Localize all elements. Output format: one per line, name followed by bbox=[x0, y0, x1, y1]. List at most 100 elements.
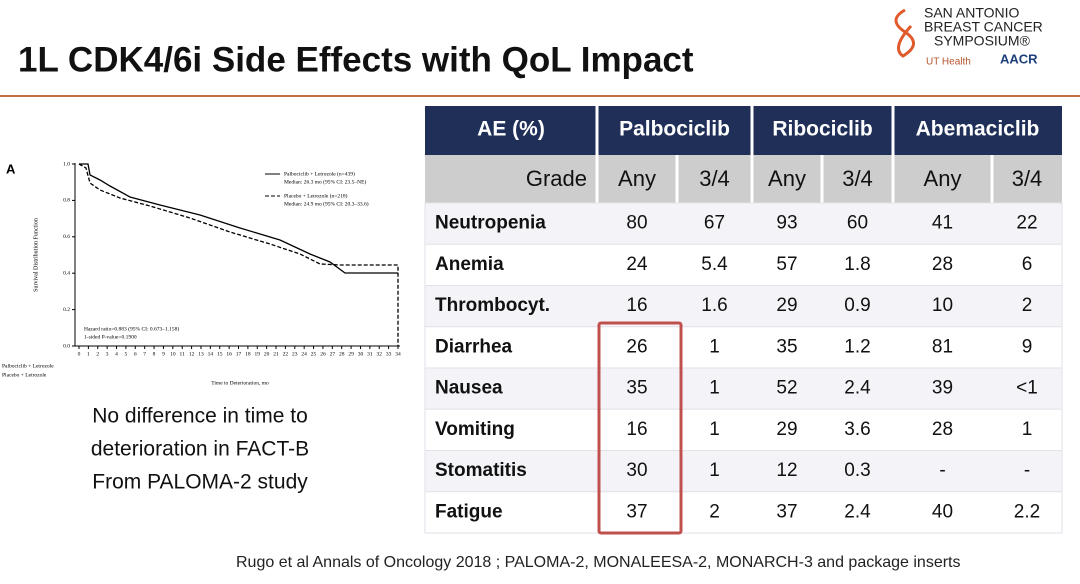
y-tick-label: 0.4 bbox=[63, 270, 70, 276]
table-cell: 28 bbox=[932, 254, 953, 275]
y-tick-label: 1.0 bbox=[63, 161, 70, 167]
table-cell: 80 bbox=[626, 213, 647, 234]
table-cell: 10 bbox=[932, 295, 953, 316]
table-row bbox=[424, 367, 1063, 410]
x-tick-label: 25 bbox=[311, 351, 317, 357]
at-risk-label: Placebo + Letrozole bbox=[2, 372, 47, 378]
x-tick-label: 29 bbox=[348, 351, 354, 357]
table-cell: 24 bbox=[626, 254, 648, 275]
x-tick-label: 2 bbox=[96, 351, 99, 357]
logo-text: SYMPOSIUM® bbox=[934, 33, 1031, 49]
table-cell: 1 bbox=[709, 419, 720, 440]
table-cell: 40 bbox=[932, 501, 953, 522]
table-cell: Neutropenia bbox=[435, 213, 546, 234]
table-row bbox=[424, 408, 1063, 451]
x-tick-label: 12 bbox=[189, 351, 195, 357]
table-cell: 12 bbox=[776, 460, 797, 481]
x-tick-label: 23 bbox=[292, 351, 298, 357]
y-tick-label: 0.2 bbox=[63, 307, 70, 313]
header-cell: Palbociclib bbox=[619, 118, 730, 141]
x-tick-label: 5 bbox=[125, 351, 128, 357]
logo-text: BREAST CANCER bbox=[924, 19, 1043, 35]
table-cell: 6 bbox=[1022, 254, 1033, 275]
x-tick-label: 15 bbox=[217, 351, 223, 357]
caption: deterioration in FACT-B bbox=[91, 438, 309, 461]
table-cell: 22 bbox=[1016, 213, 1037, 234]
subheader-cell: Any bbox=[924, 166, 962, 191]
table-cell: 16 bbox=[626, 419, 647, 440]
x-tick-label: 11 bbox=[180, 351, 186, 357]
legend-text: Placebo + Letrozole (n=218) bbox=[284, 192, 348, 199]
logo-text: SAN ANTONIO bbox=[924, 5, 1020, 21]
x-tick-label: 18 bbox=[245, 351, 251, 357]
subheader-cell: Any bbox=[768, 166, 806, 191]
table-cell: 1 bbox=[709, 460, 720, 481]
table-cell: 5.4 bbox=[701, 254, 728, 275]
table-cell: 28 bbox=[932, 419, 953, 440]
table-cell: - bbox=[1024, 460, 1030, 481]
x-tick-label: 8 bbox=[153, 351, 156, 357]
table-cell: 9 bbox=[1022, 336, 1033, 357]
at-risk-label: Palbociclib + Letrozole bbox=[2, 363, 54, 369]
header-cell: Ribociclib bbox=[772, 118, 872, 141]
x-tick-label: 7 bbox=[143, 351, 146, 357]
table-cell: 39 bbox=[932, 378, 953, 399]
y-tick-label: 0.0 bbox=[63, 343, 70, 349]
x-tick-label: 24 bbox=[301, 351, 307, 357]
x-axis-label: Time to Deterioration, mo bbox=[211, 380, 269, 386]
subheader-cell: 3/4 bbox=[842, 166, 873, 191]
x-tick-label: 20 bbox=[264, 351, 270, 357]
table-cell: 2.2 bbox=[1014, 501, 1040, 522]
table-cell: 1 bbox=[709, 336, 720, 357]
table-cell: 29 bbox=[776, 295, 797, 316]
x-tick-label: 26 bbox=[320, 351, 326, 357]
table-cell: <1 bbox=[1016, 378, 1038, 399]
x-tick-label: 22 bbox=[283, 351, 289, 357]
subheader-cell: Any bbox=[618, 166, 656, 191]
subheader-cell: 3/4 bbox=[699, 166, 730, 191]
km-curve bbox=[78, 163, 399, 346]
x-tick-label: 21 bbox=[273, 351, 279, 357]
x-tick-label: 10 bbox=[170, 351, 176, 357]
legend-text: Median: 26.3 mo (95% CI: 23.5–NE) bbox=[284, 178, 367, 185]
x-tick-label: 17 bbox=[236, 351, 242, 357]
logo-ut: UT Health bbox=[926, 57, 971, 68]
x-tick-label: 4 bbox=[115, 351, 118, 357]
table-cell: 2.4 bbox=[844, 378, 871, 399]
table-row bbox=[424, 326, 1063, 369]
title: 1L CDK4/6i Side Effects with QoL Impact bbox=[18, 40, 694, 79]
table-cell: Stomatitis bbox=[435, 460, 527, 481]
table-cell: 1.2 bbox=[844, 336, 870, 357]
table-row bbox=[424, 243, 1063, 286]
x-tick-label: 13 bbox=[198, 351, 204, 357]
x-tick-label: 30 bbox=[358, 351, 364, 357]
table-cell: 2 bbox=[1022, 295, 1033, 316]
km-curve bbox=[79, 163, 398, 274]
table-cell: 35 bbox=[626, 378, 647, 399]
table-row bbox=[424, 450, 1063, 493]
x-tick-label: 31 bbox=[367, 351, 373, 357]
x-tick-label: 3 bbox=[106, 351, 109, 357]
table-cell: 93 bbox=[776, 213, 797, 234]
subheader-cell: 3/4 bbox=[1012, 166, 1043, 191]
panel-label: A bbox=[6, 161, 16, 176]
x-tick-label: 6 bbox=[134, 351, 137, 357]
table-row bbox=[424, 285, 1063, 328]
table-cell: Nausea bbox=[435, 378, 503, 399]
table-cell: Fatigue bbox=[435, 501, 503, 522]
subheader-row bbox=[425, 155, 1062, 203]
x-tick-label: 9 bbox=[162, 351, 165, 357]
table-cell: 3.6 bbox=[844, 419, 870, 440]
highlight-box bbox=[597, 321, 683, 535]
ae-table: AE (%) Palbociclib Ribociclib Abemaciclib Gr… bbox=[424, 106, 1063, 535]
table-cell: - bbox=[939, 460, 945, 481]
table-cell: 1.6 bbox=[701, 295, 727, 316]
x-tick-label: 0 bbox=[78, 351, 81, 357]
stats-text: 1-sided P-value=0.1900 bbox=[84, 334, 137, 340]
header-cell: Abemaciclib bbox=[916, 118, 1040, 141]
caption: No difference in time to bbox=[92, 405, 308, 428]
table-cell: 2 bbox=[709, 501, 720, 522]
stats-text: Hazard ratio=0.883 (95% CI: 0.673–1.158) bbox=[84, 325, 179, 332]
